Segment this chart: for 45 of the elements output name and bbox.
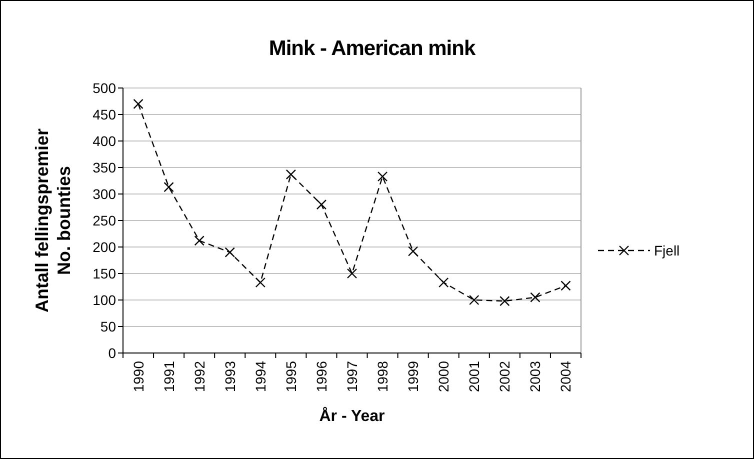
- point: [530, 292, 540, 302]
- y-tick-label: 300: [92, 186, 116, 202]
- point: [164, 182, 174, 192]
- x-tick-label: 1997: [344, 360, 360, 392]
- y-tick-label: 450: [92, 106, 116, 122]
- y-tick-label: 500: [92, 80, 116, 96]
- y-tick-label: 400: [92, 132, 116, 149]
- x-tick-label: 1999: [405, 360, 422, 392]
- y-tick-label: 250: [92, 212, 116, 228]
- x-tick-label: 1995: [282, 360, 299, 392]
- point: [194, 236, 204, 246]
- x-tick-label: 2002: [496, 360, 513, 392]
- point: [286, 169, 296, 180]
- point: [560, 280, 571, 291]
- point: [500, 296, 510, 306]
- x-tick-label: 1991: [160, 360, 177, 392]
- x-tick-label: 1992: [191, 360, 208, 392]
- x-tick-label: 1996: [313, 360, 330, 392]
- point: [438, 277, 449, 288]
- y-tick-label: 50: [100, 318, 116, 334]
- y-tick-label: 350: [92, 159, 116, 176]
- x-tick-label: 2004: [558, 360, 574, 392]
- point: [469, 294, 480, 306]
- chart-title: Mink - American mink: [268, 37, 476, 60]
- y-tick-label: 100: [92, 292, 116, 308]
- legend-label: Fjell: [654, 242, 680, 258]
- point: [224, 247, 235, 258]
- y-tick-label: 0: [108, 344, 116, 361]
- point: [408, 246, 418, 256]
- point: [377, 171, 388, 182]
- point: [133, 98, 144, 109]
- x-tick-label: 2001: [466, 360, 482, 392]
- x-tick-label: 1990: [130, 360, 146, 392]
- x-axis-title: År - Year: [319, 406, 385, 425]
- point: [316, 200, 327, 210]
- x-tick-label: 2003: [527, 360, 544, 392]
- point: [346, 268, 358, 279]
- y-tick-label: 200: [92, 238, 116, 255]
- y-tick-label: 150: [92, 265, 116, 282]
- x-tick-label: 1993: [222, 360, 238, 392]
- x-tick-label: 2000: [436, 360, 452, 392]
- point: [255, 277, 266, 288]
- x-tick-label: 1998: [374, 360, 391, 392]
- x-tick-label: 1994: [252, 360, 268, 392]
- y-axis-title: Antall fellingspremier No. bounties: [32, 128, 74, 313]
